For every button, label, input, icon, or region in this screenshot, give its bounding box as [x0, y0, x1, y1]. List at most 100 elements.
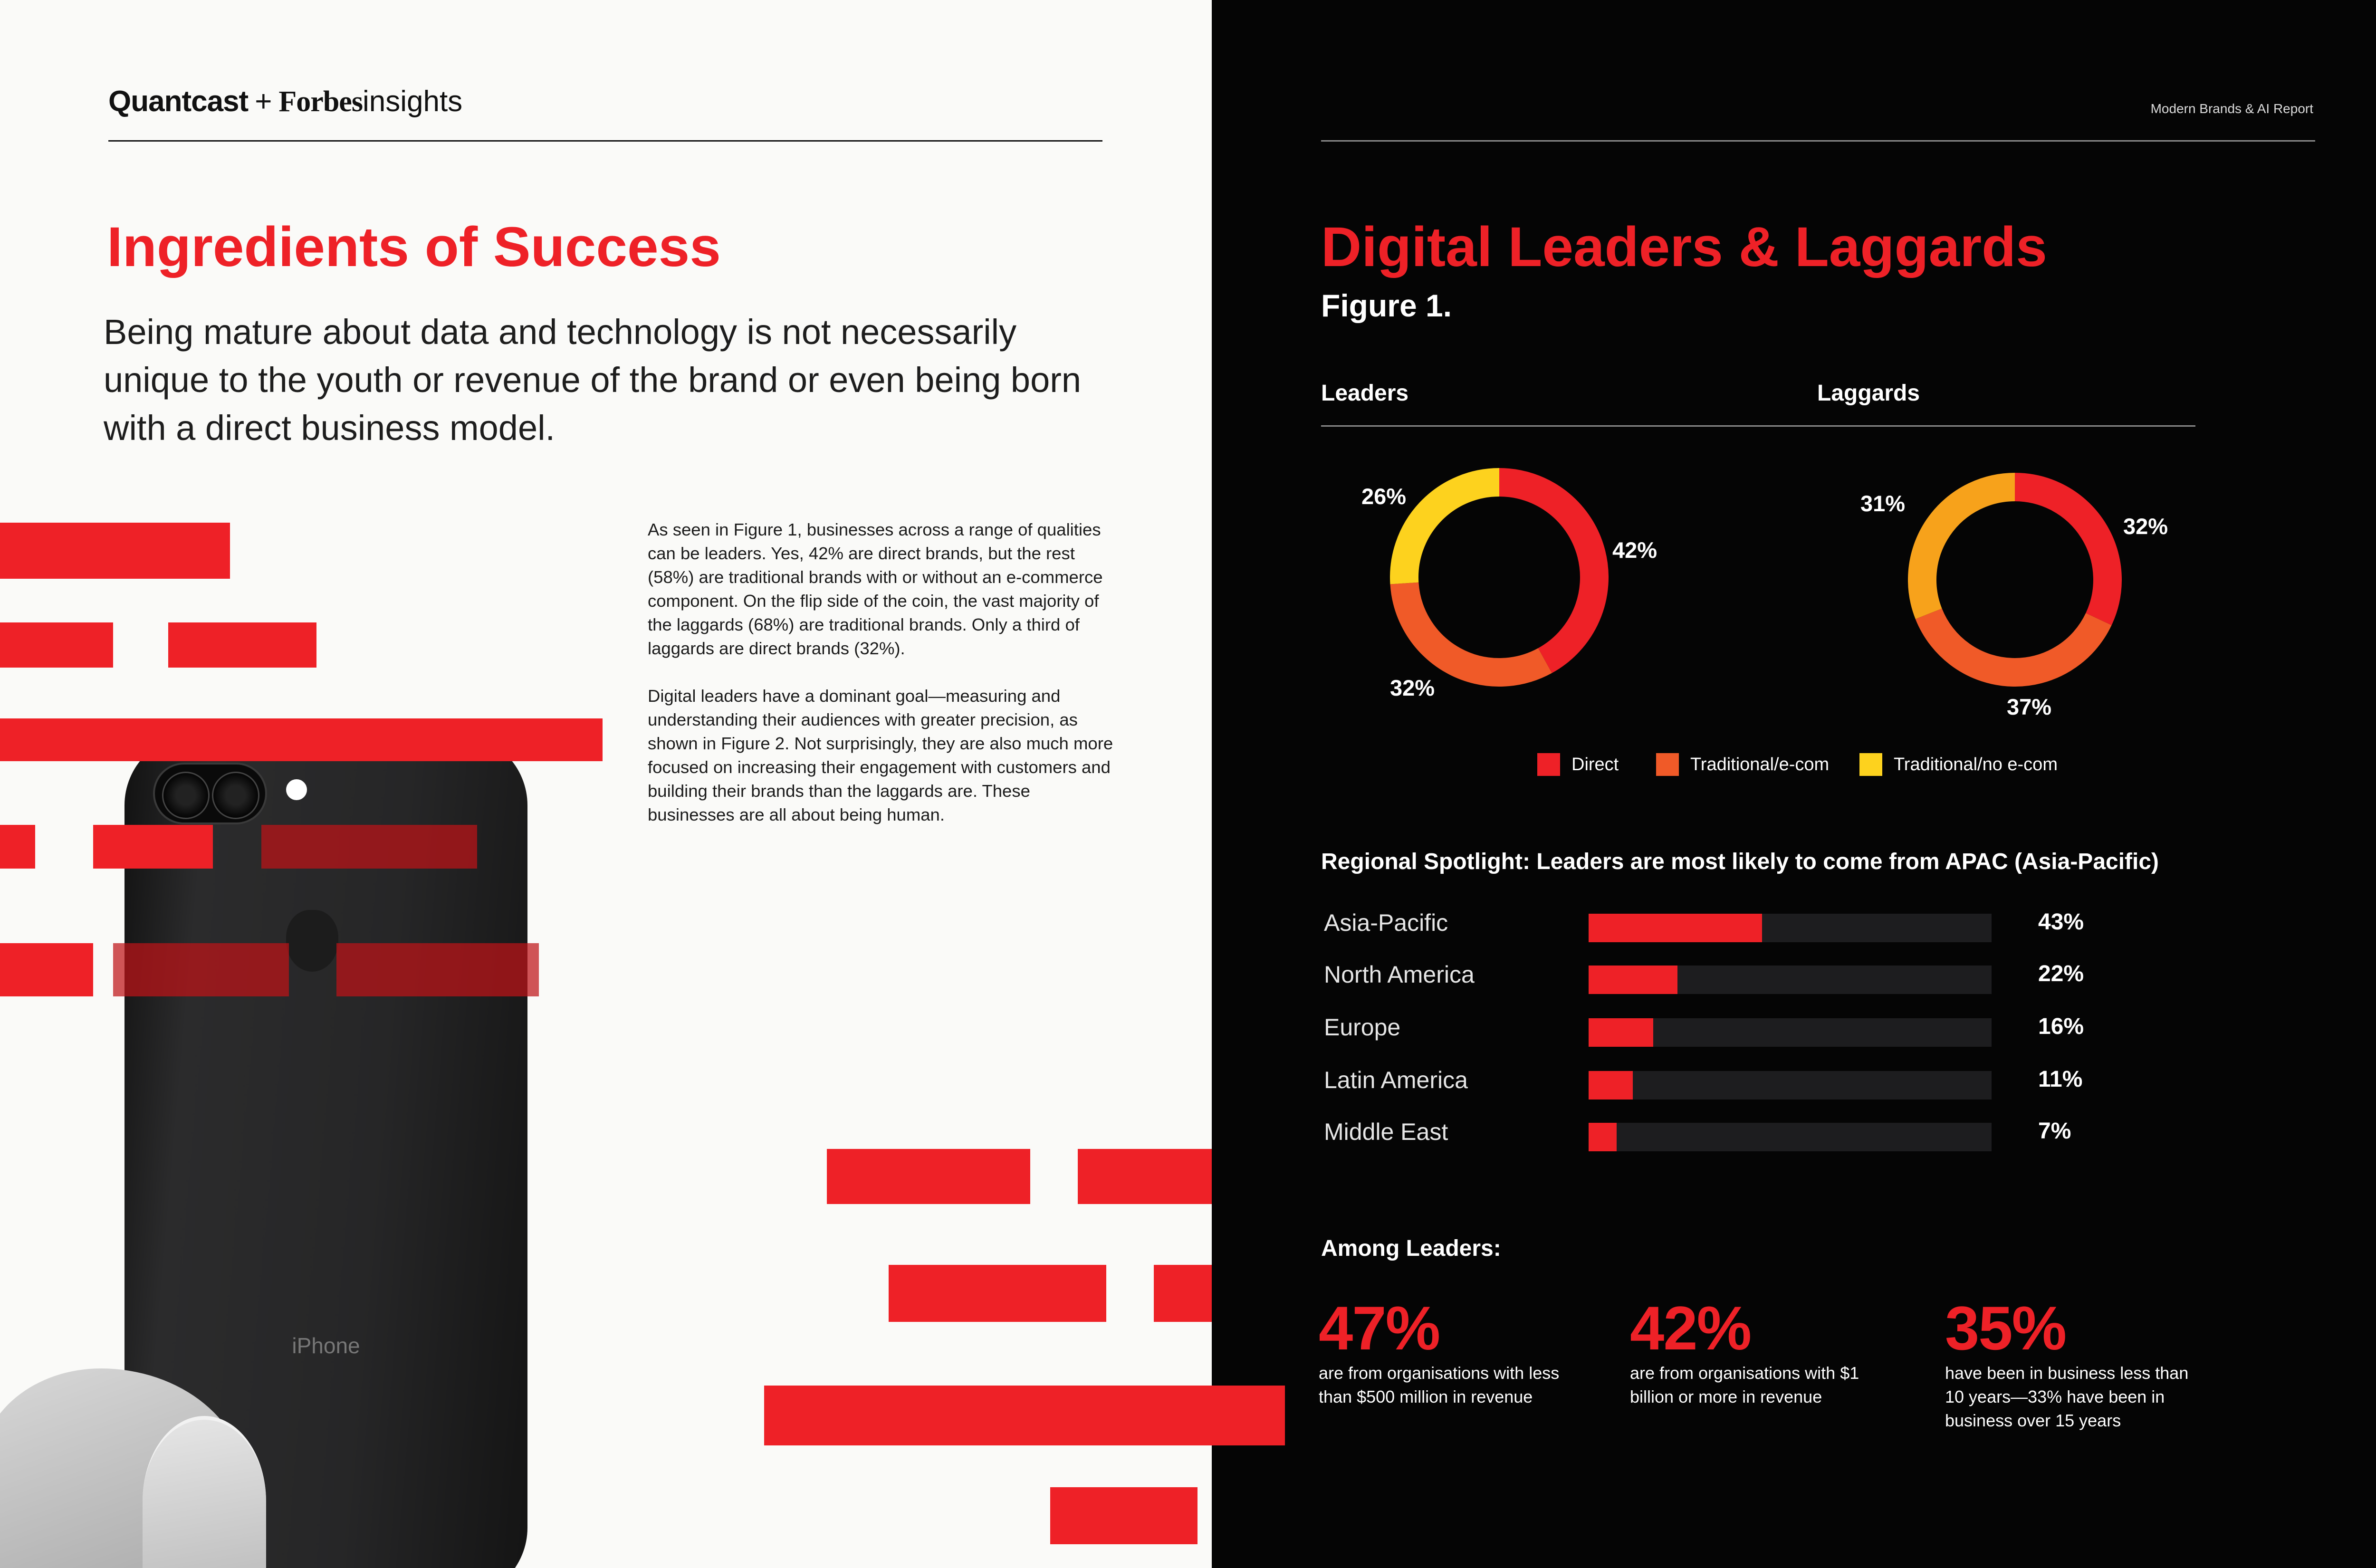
- region-bar-track: [1589, 1071, 1992, 1100]
- region-label: Middle East: [1324, 1119, 1448, 1145]
- decor-bar: [0, 622, 113, 668]
- quantcast-wordmark: Quantcast: [108, 85, 249, 118]
- region-label: Asia-Pacific: [1324, 909, 1448, 936]
- decor-bar: [1154, 1265, 1212, 1322]
- region-row: Latin America 11%: [1212, 1066, 2376, 1100]
- apple-logo-icon: [286, 910, 338, 972]
- stat-description: are from organisations with less than $5…: [1319, 1363, 1560, 1406]
- lead-paragraph: Being mature about data and technology i…: [104, 312, 1082, 448]
- thumb: [143, 1416, 266, 1568]
- stat-block: 35% have been in business less than 10 y…: [1945, 1295, 2206, 1433]
- region-pct: 22%: [2038, 961, 2084, 986]
- insights-wordmark: insights: [362, 85, 463, 118]
- region-bar: [1589, 1018, 1653, 1047]
- right-page: Modern Brands & AI Report Digital Leader…: [1212, 0, 2376, 1568]
- legend-swatch: [1656, 753, 1679, 776]
- stat-block: 47% are from organisations with less tha…: [1319, 1295, 1585, 1409]
- legend-direct: Direct: [1537, 753, 1619, 776]
- decor-bar: [93, 825, 213, 869]
- region-row: North America 22%: [1212, 961, 2376, 994]
- laggards-heading: Laggards: [1817, 381, 1920, 406]
- decor-bar: [0, 825, 35, 869]
- leaders-traditional-ecom-pct: 32%: [1390, 675, 1435, 700]
- decor-bar: [1078, 1149, 1212, 1204]
- decor-bar: [168, 622, 316, 668]
- decor-bar: [889, 1265, 1106, 1322]
- donut-slice-traditional-no-ecom: [1908, 473, 2015, 619]
- decor-bar: [0, 523, 230, 579]
- legend-traditional-ecom: Traditional/e-com: [1656, 753, 1829, 776]
- decor-bar: [113, 943, 289, 996]
- region-bar-track: [1589, 966, 1992, 994]
- region-label: North America: [1324, 961, 1475, 988]
- donut-slice-traditional-ecom: [1915, 608, 2112, 687]
- quantcast-forbes-logo: Quantcast + Forbesinsights: [108, 85, 462, 119]
- camera-lens: [212, 772, 259, 819]
- leaders-donut-chart: [1390, 468, 1609, 687]
- stat-number: 47%: [1319, 1293, 1440, 1363]
- region-label: Latin America: [1324, 1067, 1468, 1093]
- donut-slice-direct: [1499, 468, 1609, 673]
- leaders-traditional-no-ecom-pct: 26%: [1361, 484, 1407, 509]
- region-label: Europe: [1324, 1014, 1401, 1041]
- page-title: Ingredients of Success: [107, 216, 721, 278]
- region-bar: [1589, 1071, 1633, 1100]
- camera-lens: [162, 772, 210, 819]
- body-paragraph: As seen in Figure 1, businesses across a…: [648, 520, 1103, 658]
- leaders-direct-pct: 42%: [1612, 537, 1657, 563]
- decor-bar: [336, 943, 539, 996]
- region-bar-track: [1589, 1018, 1992, 1047]
- region-row: Middle East 7%: [1212, 1118, 2376, 1151]
- legend-label: Traditional/no e-com: [1894, 754, 2058, 774]
- region-bar: [1589, 966, 1677, 994]
- flash: [286, 779, 307, 800]
- legend-swatch: [1859, 753, 1882, 776]
- region-bar-track: [1589, 1123, 1992, 1151]
- decor-bar: [764, 1386, 1212, 1445]
- body-paragraph: Digital leaders have a dominant goal—mea…: [648, 686, 1113, 824]
- legend-label: Traditional/e-com: [1690, 754, 1830, 774]
- region-bar-track: [1589, 914, 1992, 942]
- phone-brand-text: iPhone: [292, 1333, 360, 1358]
- region-pct: 16%: [2038, 1014, 2084, 1039]
- region-bar: [1589, 914, 1762, 942]
- laggards-traditional-no-ecom-pct: 31%: [1860, 491, 1906, 516]
- stat-number: 35%: [1945, 1293, 2067, 1363]
- regional-spotlight-title: Regional Spotlight: Leaders are most lik…: [1321, 849, 2159, 874]
- donut-slice-traditional-no-ecom: [1390, 468, 1500, 584]
- decor-bar: [827, 1149, 1030, 1204]
- laggards-direct-pct: 32%: [2123, 514, 2168, 539]
- report-label: Modern Brands & AI Report: [2150, 101, 2313, 116]
- forbes-wordmark: Forbes: [278, 86, 363, 118]
- decor-bar: [1212, 1386, 1285, 1445]
- laggards-donut-chart: [1908, 473, 2122, 687]
- stat-block: 42% are from organisations with $1 billi…: [1630, 1295, 1872, 1409]
- camera-module: [153, 763, 267, 824]
- decor-bar: [0, 943, 93, 996]
- decor-bar: [1050, 1487, 1198, 1544]
- region-pct: 43%: [2038, 909, 2084, 935]
- region-row: Europe 16%: [1212, 1013, 2376, 1047]
- decor-bar: [0, 718, 603, 761]
- decor-bar: [261, 825, 477, 869]
- region-row: Asia-Pacific 43%: [1212, 909, 2376, 942]
- left-page: Quantcast + Forbesinsights Ingredients of …: [0, 85, 1212, 1568]
- stat-number: 42%: [1630, 1293, 1752, 1363]
- donut-slice-direct: [2014, 473, 2122, 625]
- among-leaders-title: Among Leaders:: [1321, 1236, 1501, 1261]
- figure-label: Figure 1.: [1321, 288, 1452, 323]
- header-rule: [1321, 140, 2315, 142]
- region-pct: 7%: [2038, 1119, 2071, 1144]
- header-rule: [108, 140, 1102, 142]
- body-text: As seen in Figure 1, businesses across a…: [648, 518, 1113, 851]
- figure-rule: [1321, 425, 2195, 427]
- region-pct: 11%: [2038, 1067, 2083, 1092]
- region-bar: [1589, 1123, 1617, 1151]
- legend-swatch: [1537, 753, 1560, 776]
- legend-label: Direct: [1571, 754, 1619, 774]
- section-title: Digital Leaders & Laggards: [1321, 216, 2047, 278]
- stat-description: have been in business less than 10 years…: [1945, 1363, 2189, 1430]
- legend-traditional-no-ecom: Traditional/no e-com: [1859, 753, 2058, 776]
- stat-description: are from organisations with $1 billion o…: [1630, 1363, 1859, 1406]
- donut-slice-traditional-ecom: [1390, 582, 1552, 687]
